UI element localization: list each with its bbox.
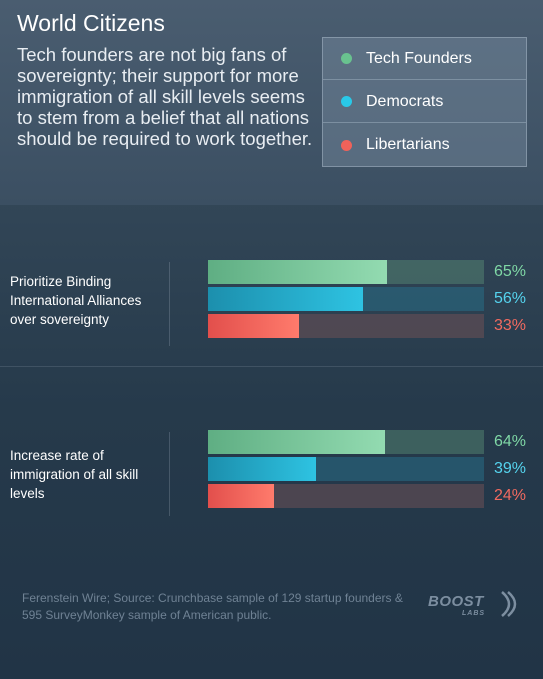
source-note: Ferenstein Wire; Source: Crunchbase samp…	[22, 591, 403, 622]
data-label-libertarians: 24%	[494, 487, 527, 504]
data-label-tech-founders: 64%	[494, 433, 527, 450]
bar-track-tech-founders	[208, 260, 484, 284]
legend-item-democrats: Democrats	[323, 81, 526, 123]
bar-track-tech-founders	[208, 430, 484, 454]
bar-track-democrats	[208, 287, 484, 311]
data-label-democrats: 56%	[494, 290, 527, 307]
divider-horizontal	[0, 366, 543, 367]
legend: Tech Founders Democrats Libertarians	[322, 37, 527, 167]
data-label-democrats: 39%	[494, 460, 527, 477]
logo-text: BOOST	[428, 593, 484, 610]
bar-tech-founders	[208, 260, 388, 284]
divider-vertical	[169, 432, 170, 516]
legend-label: Democrats	[366, 92, 444, 110]
legend-dot-icon	[341, 53, 352, 64]
legend-item-libertarians: Libertarians	[323, 124, 526, 166]
bar-track-libertarians	[208, 314, 484, 338]
bar-track-libertarians	[208, 484, 484, 508]
legend-item-tech-founders: Tech Founders	[323, 38, 526, 80]
legend-dot-icon	[341, 139, 352, 151]
data-label-tech-founders: 65%	[494, 263, 527, 280]
category-label-alliances: Prioritize Binding International Allianc…	[10, 274, 142, 327]
legend-label: Tech Founders	[366, 49, 472, 67]
bar-tech-founders	[208, 430, 385, 454]
bar-democrats	[208, 287, 363, 311]
bar-track-democrats	[208, 457, 484, 481]
data-label-libertarians: 33%	[494, 317, 527, 334]
divider-vertical	[169, 262, 170, 346]
bar-libertarians	[208, 314, 300, 338]
boost-labs-logo: BOOST LABS	[428, 590, 524, 620]
legend-dot-icon	[341, 96, 352, 107]
header-panel	[0, 0, 543, 205]
logo-swoosh-icon	[501, 591, 517, 617]
bar-democrats	[208, 457, 316, 481]
logo-sub-text: LABS	[462, 610, 486, 617]
bar-libertarians	[208, 484, 275, 508]
chart-subtitle: Tech founders are not big fans of sovere…	[17, 44, 313, 149]
category-label-immigration: Increase rate of immigration of all skil…	[10, 448, 139, 501]
chart-title: World Citizens	[17, 10, 165, 36]
legend-label: Libertarians	[366, 136, 450, 153]
